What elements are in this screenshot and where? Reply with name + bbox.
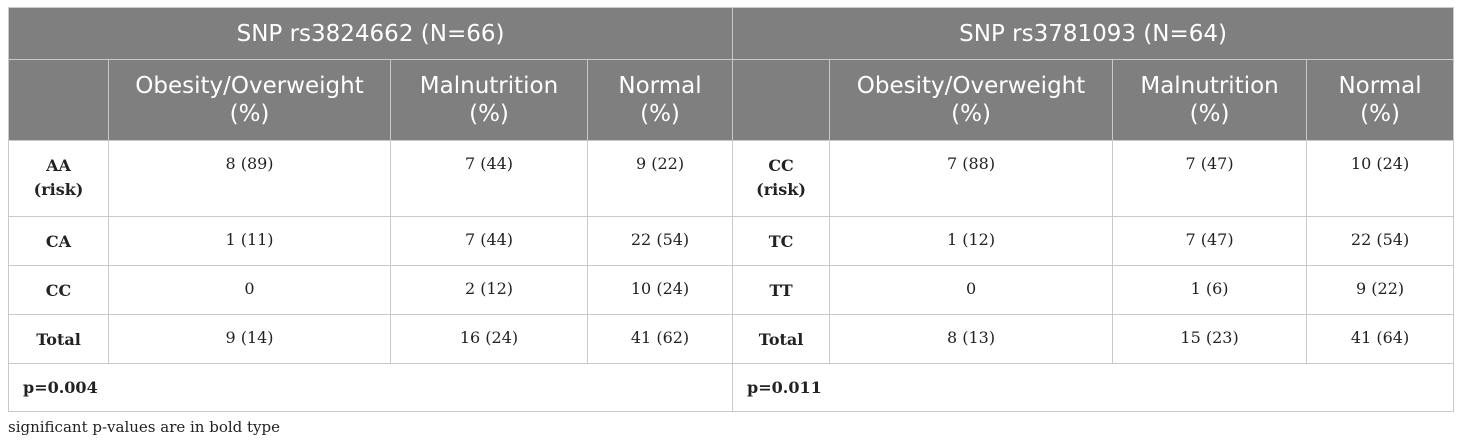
col-header-line1: Obesity/Overweight: [856, 73, 1086, 99]
pvalue-row: p=0.004 p=0.011: [7, 363, 1455, 412]
snp1-col-header-normal: Normal (%): [586, 59, 734, 141]
table-cell: 10 (24): [586, 265, 734, 315]
genotype-label: TT: [732, 265, 831, 315]
table-cell: 7 (44): [390, 140, 588, 217]
genotype-label: CC: [8, 265, 109, 315]
table-cell: 1 (6): [1112, 265, 1308, 315]
genotype-name: CC: [768, 156, 794, 175]
table-row: AA (risk) 8 (89) 7 (44) 9 (22) CC (risk)…: [8, 140, 1455, 217]
col-header-line2: (%): [951, 101, 991, 127]
table-row: CC 0 2 (12) 10 (24) TT 0 1 (6) 9 (22): [8, 265, 1455, 315]
table-cell: 7 (44): [390, 216, 588, 266]
table-cell: 2 (12): [390, 265, 588, 315]
genotype-table: SNP rs3824662 (N=66) SNP rs3781093 (N=64…: [7, 7, 1455, 412]
table-row-total: Total 9 (14) 16 (24) 41 (62) Total 8 (13…: [8, 314, 1455, 364]
table-cell: 7 (88): [829, 140, 1114, 217]
table-cell: 1 (11): [108, 216, 391, 266]
table-footnote: significant p-values are in bold type: [8, 418, 281, 436]
genotype-label: Total: [8, 314, 109, 364]
genotype-label: CC (risk): [732, 140, 831, 217]
table-cell: 22 (54): [1306, 216, 1455, 266]
genotype-label: Total: [732, 314, 831, 364]
table-cell: 16 (24): [390, 314, 588, 364]
header-row-snp: SNP rs3824662 (N=66) SNP rs3781093 (N=64…: [7, 7, 1455, 60]
table-cell: 7 (47): [1112, 140, 1308, 217]
snp1-genotype-header: [8, 59, 109, 141]
table-cell: 9 (14): [108, 314, 391, 364]
genotype-label: AA (risk): [8, 140, 109, 217]
col-header-line1: Obesity/Overweight: [135, 73, 364, 99]
col-header-line2: (%): [469, 101, 509, 127]
col-header-line2: (%): [1189, 101, 1230, 127]
snp2-genotype-header: [732, 59, 831, 141]
table-cell: 8 (89): [108, 140, 391, 217]
col-header-line2: (%): [640, 101, 680, 127]
snp1-pvalue: p=0.004: [7, 363, 734, 412]
col-header-line1: Malnutrition: [419, 73, 559, 99]
snp1-col-header-malnutrition: Malnutrition (%): [390, 59, 588, 141]
col-header-line1: Normal: [618, 73, 702, 99]
snp1-col-header-obesity: Obesity/Overweight (%): [108, 59, 391, 141]
snp2-title: SNP rs3781093 (N=64): [732, 7, 1455, 60]
genotype-qualifier: (risk): [33, 180, 84, 199]
table-cell: 8 (13): [829, 314, 1114, 364]
genotype-label: CA: [8, 216, 109, 266]
table-cell: 10 (24): [1306, 140, 1455, 217]
snp1-title: SNP rs3824662 (N=66): [7, 7, 734, 60]
table-cell: 1 (12): [829, 216, 1114, 266]
header-row-columns: Obesity/Overweight (%) Malnutrition (%) …: [8, 59, 1455, 141]
snp2-col-header-malnutrition: Malnutrition (%): [1112, 59, 1308, 141]
snp2-col-header-normal: Normal (%): [1306, 59, 1455, 141]
table-cell: 0: [108, 265, 391, 315]
genotype-qualifier: (risk): [756, 180, 806, 199]
table-cell: 0: [829, 265, 1114, 315]
col-header-line2: (%): [1360, 101, 1400, 127]
table-cell: 9 (22): [586, 140, 734, 217]
genotype-label: TC: [732, 216, 831, 266]
col-header-line1: Malnutrition: [1140, 73, 1279, 99]
snp2-col-header-obesity: Obesity/Overweight (%): [829, 59, 1114, 141]
table-row: CA 1 (11) 7 (44) 22 (54) TC 1 (12) 7 (47…: [8, 216, 1455, 266]
table-cell: 9 (22): [1306, 265, 1455, 315]
table-cell: 7 (47): [1112, 216, 1308, 266]
snp2-pvalue: p=0.011: [732, 363, 1455, 412]
col-header-line2: (%): [229, 101, 270, 127]
genotype-name: AA: [46, 156, 71, 175]
table-cell: 15 (23): [1112, 314, 1308, 364]
table-cell: 41 (62): [586, 314, 734, 364]
table-cell: 41 (64): [1306, 314, 1455, 364]
table-cell: 22 (54): [586, 216, 734, 266]
col-header-line1: Normal: [1338, 73, 1422, 99]
